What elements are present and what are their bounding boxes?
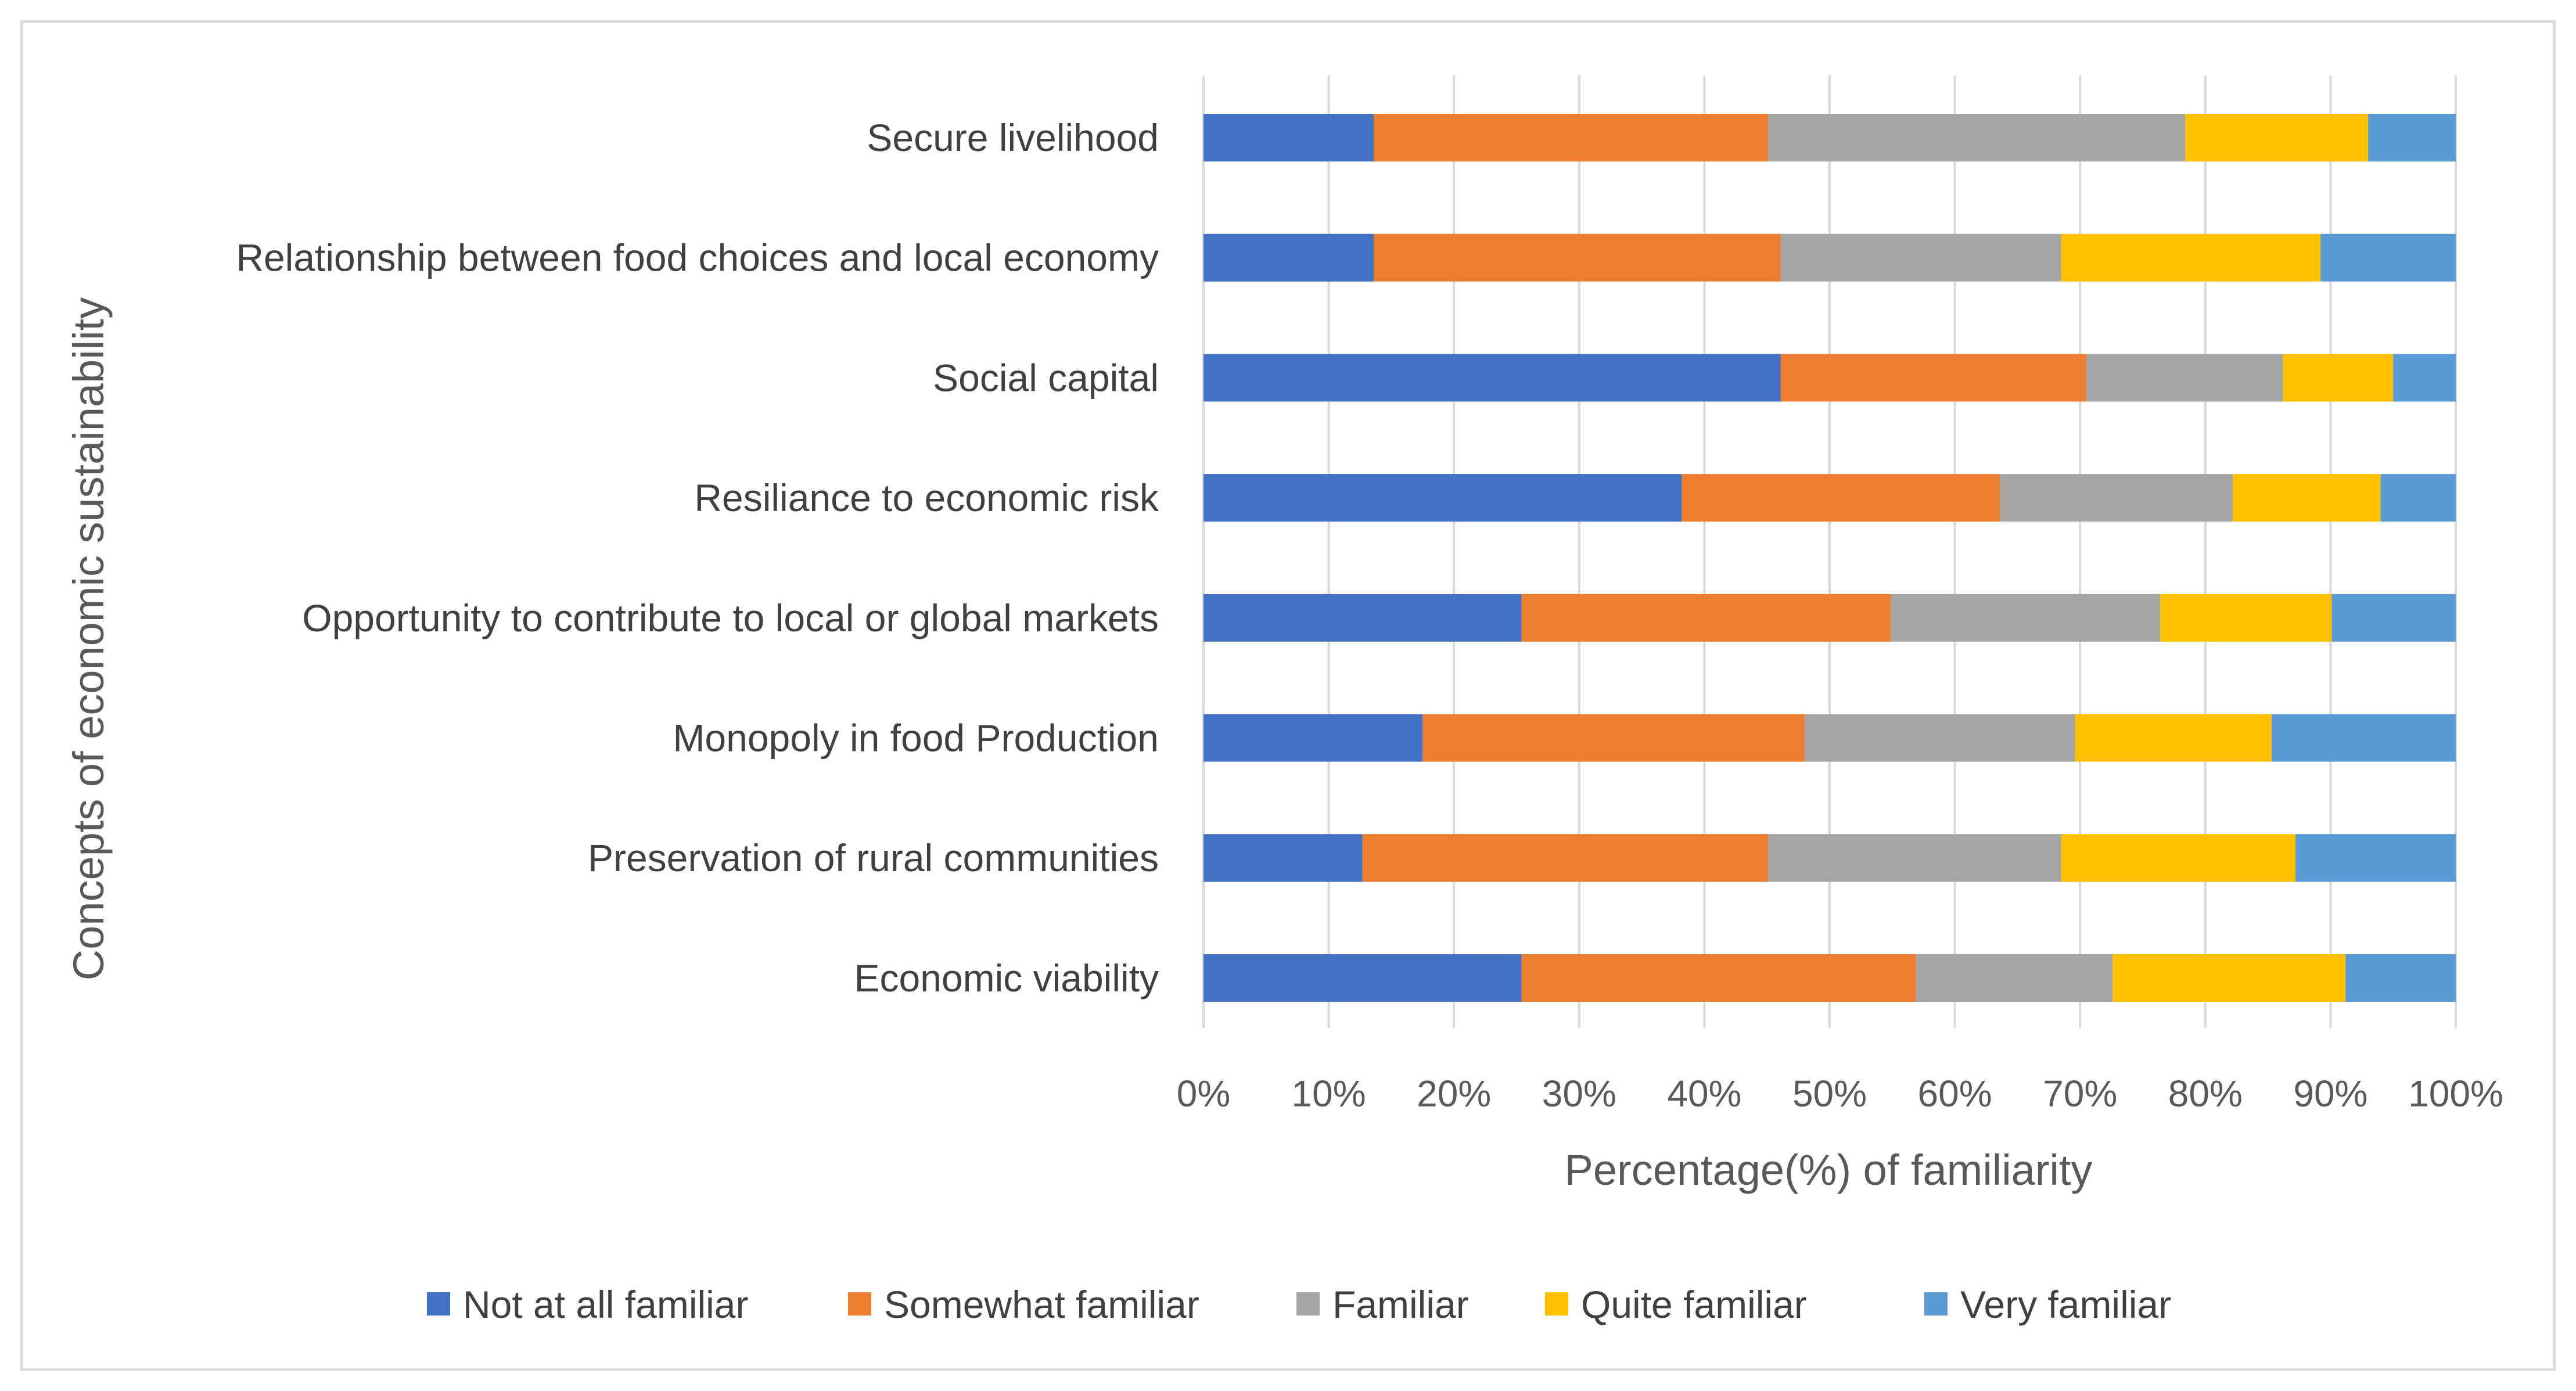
bar-segment <box>2000 474 2233 522</box>
category-label: Secure livelihood <box>867 116 1159 159</box>
x-tick-label: 90% <box>2293 1073 2367 1115</box>
bar-segment <box>2380 474 2456 522</box>
category-label: Resiliance to economic risk <box>694 476 1159 519</box>
bar-segment <box>2112 954 2346 1002</box>
legend-swatch <box>848 1292 871 1315</box>
x-tick-labels: 0% 10% 20% 30% 40% 50% 60% 70% 80% 90% 100% <box>1177 1073 2503 1115</box>
bar-segment <box>1374 114 1769 161</box>
legend-label: Not at all familiar <box>463 1283 749 1326</box>
bar-segment <box>1768 834 2061 882</box>
bar-segment <box>1780 233 2061 282</box>
bar-row <box>1203 714 2456 762</box>
legend-item: Very familiar <box>1924 1283 2171 1326</box>
category-label: Monopoly in food Production <box>673 717 1159 760</box>
bar-segment <box>1682 474 2000 522</box>
bar-segment <box>2160 594 2332 642</box>
category-label: Preservation of rural communities <box>588 836 1159 879</box>
bar-segment <box>2061 233 2321 282</box>
bar-row <box>1203 834 2456 882</box>
category-label: Relationship between food choices and lo… <box>236 236 1159 279</box>
bar-segment <box>1203 714 1423 762</box>
bar-segment <box>1203 474 1682 522</box>
bar-segment <box>2295 834 2456 882</box>
bar-segment <box>2185 114 2369 161</box>
bar-row <box>1203 233 2456 282</box>
x-tick-label: 60% <box>1918 1073 1992 1115</box>
bar-segment <box>1203 594 1522 642</box>
bar-segment <box>2393 354 2456 402</box>
legend-swatch <box>427 1292 450 1315</box>
legend-swatch <box>1924 1292 1948 1315</box>
bar-segment <box>2283 354 2394 402</box>
bar-row <box>1203 474 2456 522</box>
bars <box>1203 114 2456 1002</box>
x-tick-label: 10% <box>1292 1073 1366 1115</box>
bar-segment <box>1203 834 1363 882</box>
bar-segment <box>2061 834 2296 882</box>
bar-segment <box>1780 354 2086 402</box>
legend-item: Familiar <box>1296 1283 1469 1326</box>
x-tick-label: 100% <box>2408 1073 2503 1115</box>
legend: Not at all familiar Somewhat familiar Fami… <box>427 1283 2171 1326</box>
bar-segment <box>1521 954 1916 1002</box>
legend-swatch <box>1296 1292 1320 1315</box>
bar-segment <box>1916 954 2113 1002</box>
category-label: Opportunity to contribute to local or gl… <box>302 596 1159 639</box>
bar-segment <box>1768 114 2186 161</box>
bar-segment <box>1203 354 1781 402</box>
legend-label: Familiar <box>1332 1283 1469 1326</box>
x-tick-label: 20% <box>1417 1073 1491 1115</box>
bar-segment <box>2233 474 2381 522</box>
x-axis-title: Percentage(%) of familiarity <box>1565 1146 2093 1194</box>
legend-swatch <box>1545 1292 1568 1315</box>
bar-segment <box>1203 233 1374 282</box>
bar-segment <box>1203 114 1374 161</box>
bar-segment <box>2075 714 2272 762</box>
legend-item: Quite familiar <box>1545 1283 1807 1326</box>
bar-row <box>1203 594 2456 642</box>
x-tick-label: 30% <box>1542 1073 1616 1115</box>
legend-label: Quite familiar <box>1581 1283 1807 1326</box>
category-labels: Secure livelihood Relationship between fo… <box>236 116 1159 1000</box>
bar-segment <box>2320 233 2456 282</box>
bar-segment <box>1374 233 1781 282</box>
bar-segment <box>1891 594 2161 642</box>
x-tick-label: 70% <box>2043 1073 2117 1115</box>
bar-segment <box>1203 954 1522 1002</box>
bar-segment <box>2345 954 2456 1002</box>
x-tick-label: 40% <box>1667 1073 1741 1115</box>
y-axis-title: Concepts of economic sustainability <box>64 297 113 980</box>
bar-segment <box>2272 714 2456 762</box>
legend-label: Very familiar <box>1960 1283 2171 1326</box>
bar-segment <box>1804 714 2075 762</box>
x-tick-label: 80% <box>2168 1073 2243 1115</box>
bar-segment <box>2368 114 2456 161</box>
bar-segment <box>1521 594 1891 642</box>
bar-row <box>1203 114 2456 161</box>
bar-segment <box>1422 714 1805 762</box>
x-tick-label: 50% <box>1792 1073 1867 1115</box>
bar-segment <box>2331 594 2456 642</box>
bar-row <box>1203 954 2456 1002</box>
legend-label: Somewhat familiar <box>884 1283 1199 1326</box>
x-tick-label: 0% <box>1177 1073 1231 1115</box>
bar-row <box>1203 354 2456 402</box>
bar-segment <box>1362 834 1769 882</box>
gridlines <box>1202 76 2457 1028</box>
category-label: Economic viability <box>854 957 1159 1000</box>
bar-segment <box>2086 354 2283 402</box>
legend-item: Somewhat familiar <box>848 1283 1199 1326</box>
category-label: Social capital <box>933 356 1159 399</box>
legend-item: Not at all familiar <box>427 1283 749 1326</box>
